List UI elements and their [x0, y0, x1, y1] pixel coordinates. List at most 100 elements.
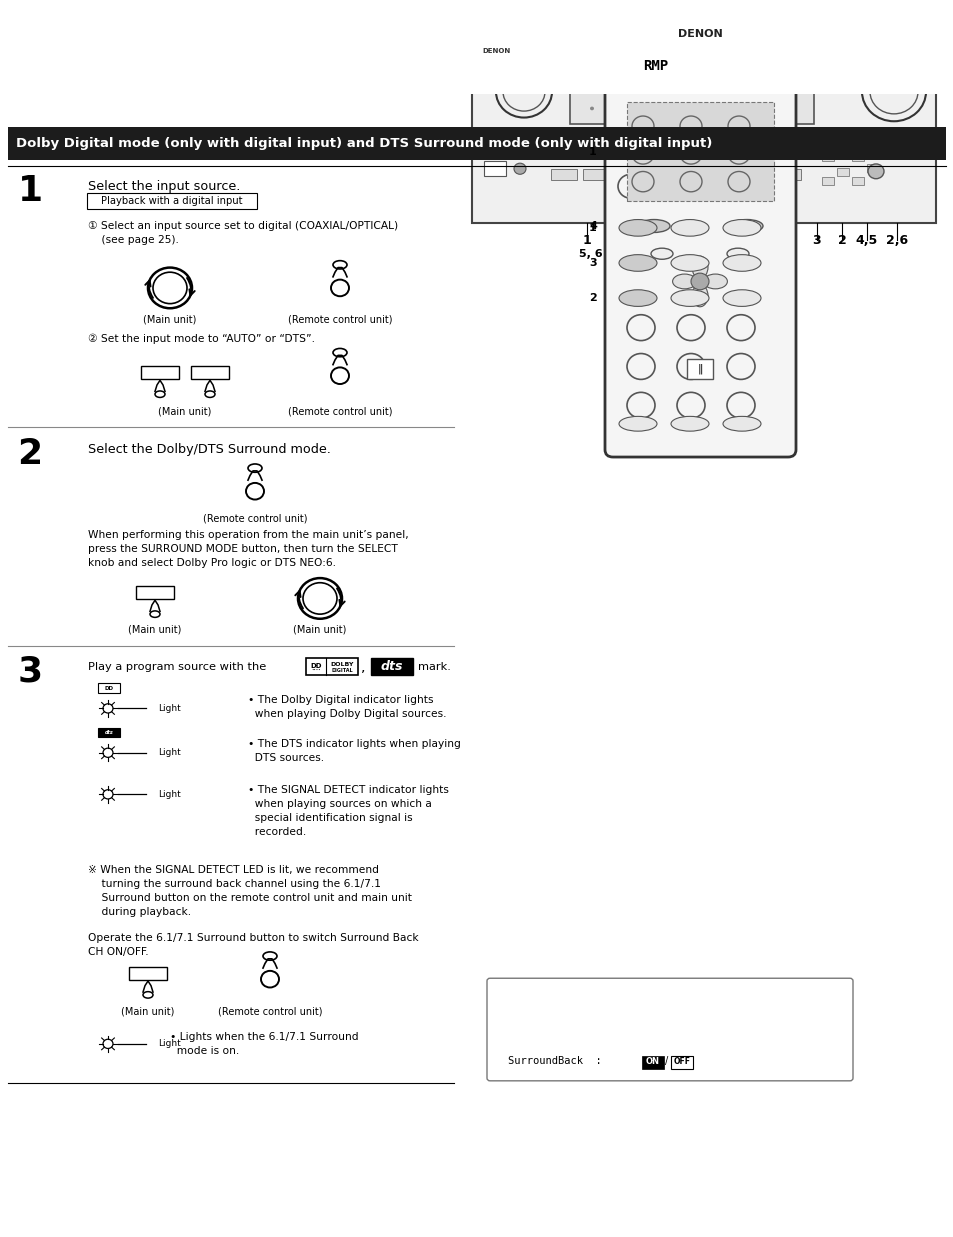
Ellipse shape	[670, 255, 708, 271]
Ellipse shape	[722, 417, 760, 432]
FancyBboxPatch shape	[136, 586, 173, 600]
FancyBboxPatch shape	[583, 169, 609, 181]
Circle shape	[649, 106, 654, 110]
FancyBboxPatch shape	[604, 0, 795, 456]
Text: 1: 1	[589, 223, 597, 233]
Ellipse shape	[618, 289, 657, 307]
FancyBboxPatch shape	[486, 978, 852, 1081]
Ellipse shape	[650, 249, 672, 260]
Text: 3: 3	[17, 654, 43, 689]
FancyBboxPatch shape	[670, 1056, 692, 1069]
FancyBboxPatch shape	[476, 49, 512, 61]
Text: DD: DD	[105, 685, 113, 690]
Text: 4,5: 4,5	[855, 234, 877, 246]
Ellipse shape	[730, 219, 762, 233]
Text: 3: 3	[589, 259, 597, 268]
Text: Playback with a digital input: Playback with a digital input	[101, 195, 242, 207]
Text: SurroundBack  :: SurroundBack :	[507, 1056, 614, 1066]
Ellipse shape	[691, 256, 707, 278]
FancyBboxPatch shape	[551, 169, 577, 181]
Text: dts: dts	[105, 730, 113, 735]
Text: 3: 3	[812, 234, 821, 246]
Text: Select the input source.: Select the input source.	[88, 179, 240, 193]
Text: 5, 6: 5, 6	[578, 249, 602, 259]
Text: When performing this operation from the main unit’s panel,
press the SURROUND MO: When performing this operation from the …	[88, 529, 408, 568]
Text: 4: 4	[588, 221, 597, 231]
FancyBboxPatch shape	[821, 153, 834, 161]
Circle shape	[589, 106, 594, 110]
FancyBboxPatch shape	[191, 366, 229, 380]
Text: Light: Light	[158, 790, 180, 799]
Text: ① Select an input source set to digital (COAXIAL/OPTICAL)
    (see page 25).: ① Select an input source set to digital …	[88, 221, 397, 245]
Ellipse shape	[722, 219, 760, 236]
Ellipse shape	[618, 219, 657, 236]
Circle shape	[514, 163, 525, 174]
FancyBboxPatch shape	[8, 127, 945, 161]
Text: DOLBY: DOLBY	[330, 663, 354, 668]
Text: • The SIGNAL DETECT indicator lights
  when playing sources on which a
  special: • The SIGNAL DETECT indicator lights whe…	[248, 785, 449, 837]
FancyBboxPatch shape	[615, 169, 640, 181]
Ellipse shape	[722, 289, 760, 307]
Text: Light: Light	[158, 704, 180, 713]
FancyBboxPatch shape	[98, 684, 120, 693]
Text: Light: Light	[158, 748, 180, 757]
FancyBboxPatch shape	[865, 163, 879, 172]
Ellipse shape	[670, 289, 708, 307]
Ellipse shape	[670, 219, 708, 236]
Text: (Main unit): (Main unit)	[293, 625, 346, 635]
FancyBboxPatch shape	[371, 658, 413, 675]
FancyBboxPatch shape	[625, 48, 774, 92]
Ellipse shape	[672, 275, 696, 289]
Text: Light: Light	[158, 1039, 180, 1048]
Ellipse shape	[670, 417, 708, 432]
Text: dts: dts	[380, 661, 403, 673]
Text: ‖: ‖	[697, 364, 702, 375]
Circle shape	[604, 106, 608, 110]
FancyBboxPatch shape	[851, 153, 863, 161]
FancyBboxPatch shape	[641, 1056, 663, 1069]
Ellipse shape	[691, 285, 707, 307]
Text: 1: 1	[17, 174, 43, 208]
FancyBboxPatch shape	[483, 161, 505, 176]
FancyBboxPatch shape	[87, 193, 256, 209]
FancyBboxPatch shape	[742, 169, 769, 181]
Text: 2: 2	[17, 437, 43, 471]
Text: 2: 2	[837, 234, 845, 246]
Text: • The Dolby Digital indicator lights
  when playing Dolby Digital sources.: • The Dolby Digital indicator lights whe…	[248, 694, 446, 719]
Ellipse shape	[638, 219, 669, 233]
Text: (Remote control unit): (Remote control unit)	[203, 513, 307, 524]
Circle shape	[635, 106, 639, 110]
Text: 1: 1	[582, 234, 591, 246]
Text: /: /	[664, 1056, 667, 1066]
Text: (Main unit): (Main unit)	[143, 314, 196, 324]
Text: ,: ,	[360, 659, 365, 674]
Text: ※ When the SIGNAL DETECT LED is lit, we recommend
    turning the surround back : ※ When the SIGNAL DETECT LED is lit, we …	[88, 865, 412, 917]
Text: 2,6: 2,6	[885, 234, 907, 246]
Text: (Main unit): (Main unit)	[158, 407, 212, 417]
Ellipse shape	[618, 417, 657, 432]
Ellipse shape	[722, 255, 760, 271]
Text: Select the Dolby/DTS Surround mode.: Select the Dolby/DTS Surround mode.	[88, 443, 331, 456]
Text: ••••: ••••	[311, 668, 320, 673]
FancyBboxPatch shape	[821, 177, 834, 184]
Circle shape	[867, 165, 883, 178]
Circle shape	[619, 106, 623, 110]
Text: (Remote control unit): (Remote control unit)	[288, 407, 392, 417]
FancyBboxPatch shape	[686, 359, 712, 380]
Text: 1: 1	[589, 147, 597, 157]
Ellipse shape	[726, 249, 748, 260]
Text: (Main unit): (Main unit)	[121, 1007, 174, 1017]
Text: ON: ON	[645, 1056, 659, 1066]
Ellipse shape	[702, 275, 726, 289]
FancyBboxPatch shape	[626, 103, 773, 202]
FancyBboxPatch shape	[472, 43, 935, 223]
Text: DIGITAL: DIGITAL	[331, 668, 353, 673]
FancyBboxPatch shape	[679, 169, 705, 181]
Text: 2: 2	[589, 293, 597, 303]
Text: mark.: mark.	[417, 662, 451, 672]
FancyBboxPatch shape	[306, 658, 357, 675]
FancyBboxPatch shape	[676, 73, 707, 88]
FancyBboxPatch shape	[851, 177, 863, 184]
FancyBboxPatch shape	[775, 169, 801, 181]
Text: Dolby Digital mode (only with digital input) and DTS Surround mode (only with di: Dolby Digital mode (only with digital in…	[16, 137, 712, 150]
